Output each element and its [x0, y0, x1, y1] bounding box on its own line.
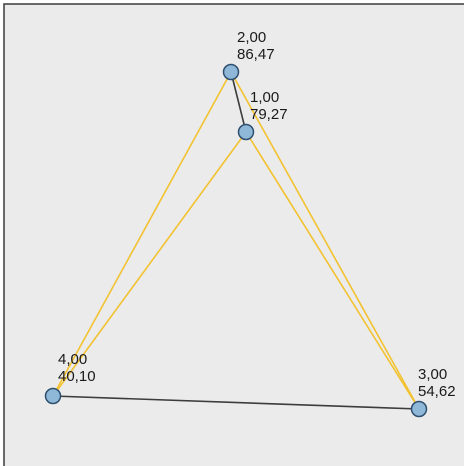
node-value: 40,10: [58, 368, 96, 385]
edge-n1-n4: [52, 131, 247, 397]
node-label: 2,00: [237, 29, 266, 46]
node-n2[interactable]: [222, 63, 240, 81]
node-label: 3,00: [418, 366, 447, 383]
edge-n1-n3: [245, 131, 420, 410]
node-value: 86,47: [237, 46, 275, 63]
edge-n2-n4: [52, 71, 232, 397]
node-n1[interactable]: [237, 123, 255, 141]
node-n3[interactable]: [410, 400, 428, 418]
node-value: 54,62: [418, 383, 456, 400]
node-label: 4,00: [58, 351, 87, 368]
node-layer: [44, 63, 428, 418]
edge-n2-n1: [230, 71, 247, 133]
node-label: 1,00: [250, 89, 279, 106]
edge-n4-n3: [52, 395, 420, 410]
edge-layer: [52, 71, 420, 410]
node-value: 79,27: [250, 106, 288, 123]
edge-n2-n3: [230, 71, 420, 410]
node-n4[interactable]: [44, 387, 62, 405]
